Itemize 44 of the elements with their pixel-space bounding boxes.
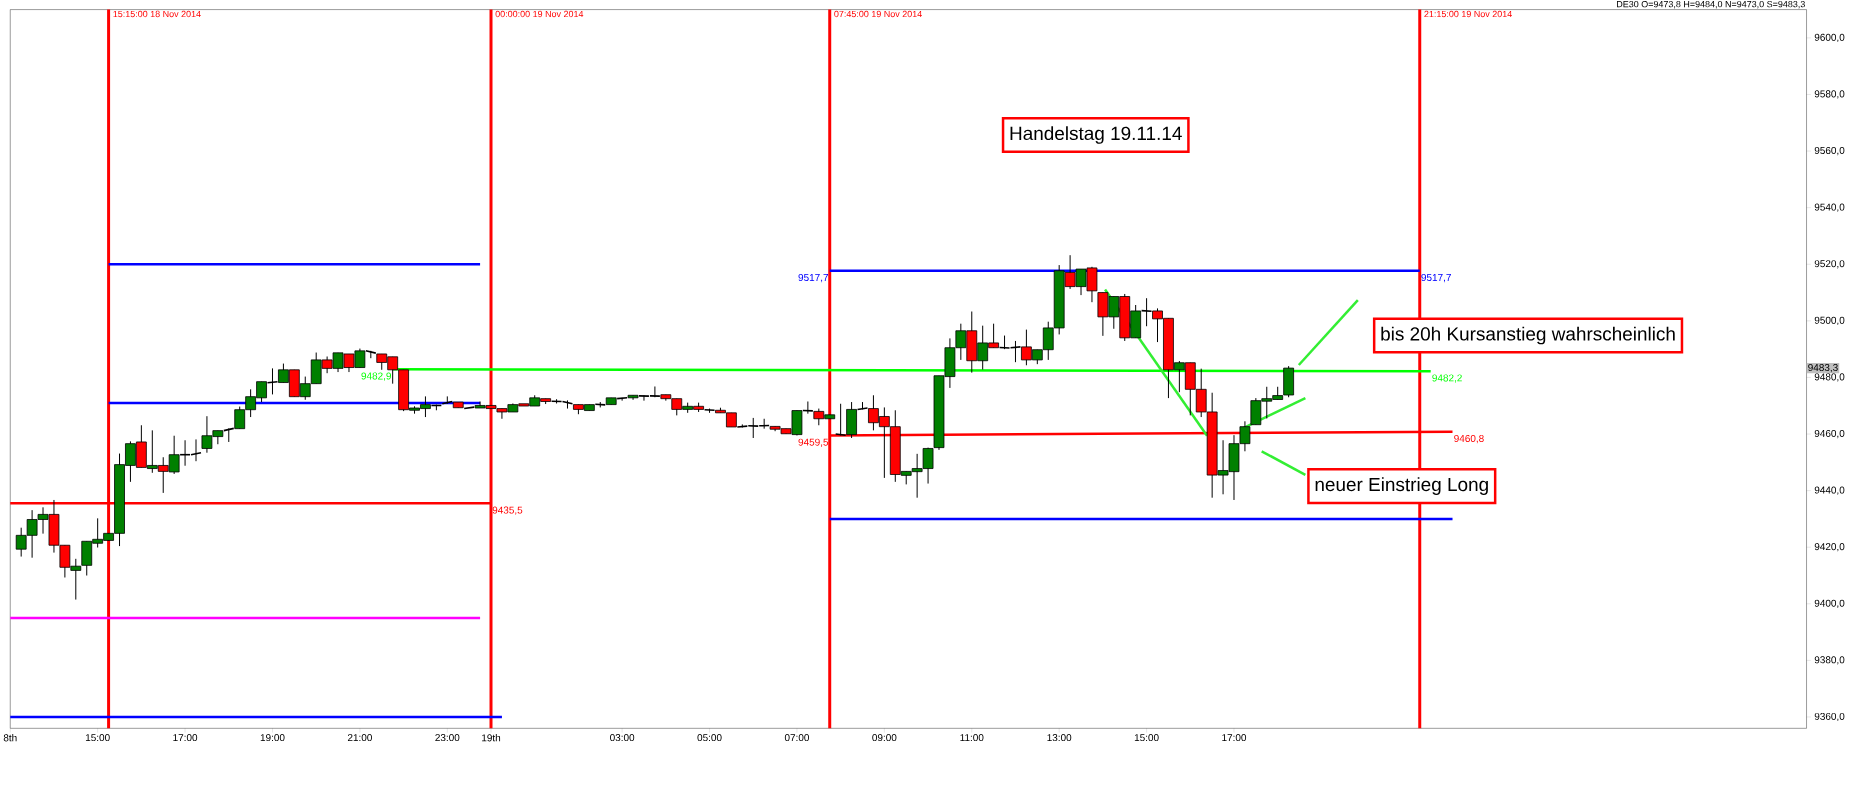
y-tick-label: 9380,0 bbox=[1814, 656, 1845, 665]
x-tick-label: 07:00 bbox=[784, 733, 810, 741]
x-tick-label: 19:00 bbox=[260, 733, 285, 741]
x-tick-label: 19th bbox=[482, 733, 501, 742]
y-tick-label: 9500,0 bbox=[1814, 316, 1845, 325]
x-tick-label: 17:00 bbox=[1222, 733, 1247, 741]
x-tick-label: 8th bbox=[3, 733, 17, 742]
x-tick-label: 15:00 bbox=[1134, 733, 1159, 741]
x-tick-label: 05:00 bbox=[697, 733, 722, 741]
data-label: 9482,2 bbox=[1432, 374, 1462, 383]
x-tick-label: 11:00 bbox=[960, 733, 984, 741]
y-tick-label: 9480,0 bbox=[1814, 373, 1845, 382]
y-tick-label: 9440,0 bbox=[1814, 486, 1845, 495]
ref-line-label: 21:15:00 19 Nov 2014 bbox=[1424, 10, 1512, 17]
y-tick-label: 9600,0 bbox=[1814, 33, 1845, 42]
annotation: bis 20h Kursanstieg wahrscheinlich bbox=[1381, 326, 1675, 345]
x-tick-label: 15:00 bbox=[85, 733, 110, 741]
x-tick-label: 17:00 bbox=[173, 733, 198, 741]
text: 9483,3 bbox=[1808, 363, 1838, 373]
ref-line-label: 07:45:00 19 Nov 2014 bbox=[834, 10, 922, 17]
x-tick-label: 23:00 bbox=[435, 733, 460, 741]
y-tick-label: 9360,0 bbox=[1814, 712, 1845, 721]
y-tick-label: 9460,0 bbox=[1814, 429, 1845, 438]
data-label: 9517,7 bbox=[1421, 273, 1451, 282]
data-label: 9435,5 bbox=[492, 506, 523, 515]
data-label: 9460,8 bbox=[1454, 434, 1484, 444]
x-tick-label: 13:00 bbox=[1047, 733, 1072, 741]
ref-line-label: 15:15:00 18 Nov 2014 bbox=[113, 10, 201, 17]
y-tick-label: 9580,0 bbox=[1814, 90, 1845, 99]
data-label: 9517,7 bbox=[798, 273, 829, 282]
x-tick-label: 21:00 bbox=[347, 733, 372, 741]
y-tick-label: 9400,0 bbox=[1814, 599, 1845, 608]
x-tick-label: 03:00 bbox=[610, 733, 635, 741]
text: DE30 O=9473,8 H=9484,0 N=9473,0 S=9483,3 bbox=[1617, 0, 1805, 9]
annotation: Handelstag 19.11.14 bbox=[1010, 125, 1182, 144]
y-tick-label: 9540,0 bbox=[1814, 203, 1845, 212]
y-tick-label: 9520,0 bbox=[1814, 259, 1845, 269]
ref-line-label: 00:00:00 19 Nov 2014 bbox=[495, 10, 584, 17]
y-tick-label: 9420,0 bbox=[1814, 542, 1845, 552]
x-tick-label: 09:00 bbox=[872, 733, 897, 741]
data-label: 9459,5 bbox=[798, 438, 829, 447]
y-tick-label: 9560,0 bbox=[1814, 146, 1845, 155]
annotation: neuer Einstrieg Long bbox=[1315, 477, 1488, 495]
data-label: 9482,9 bbox=[361, 372, 392, 381]
